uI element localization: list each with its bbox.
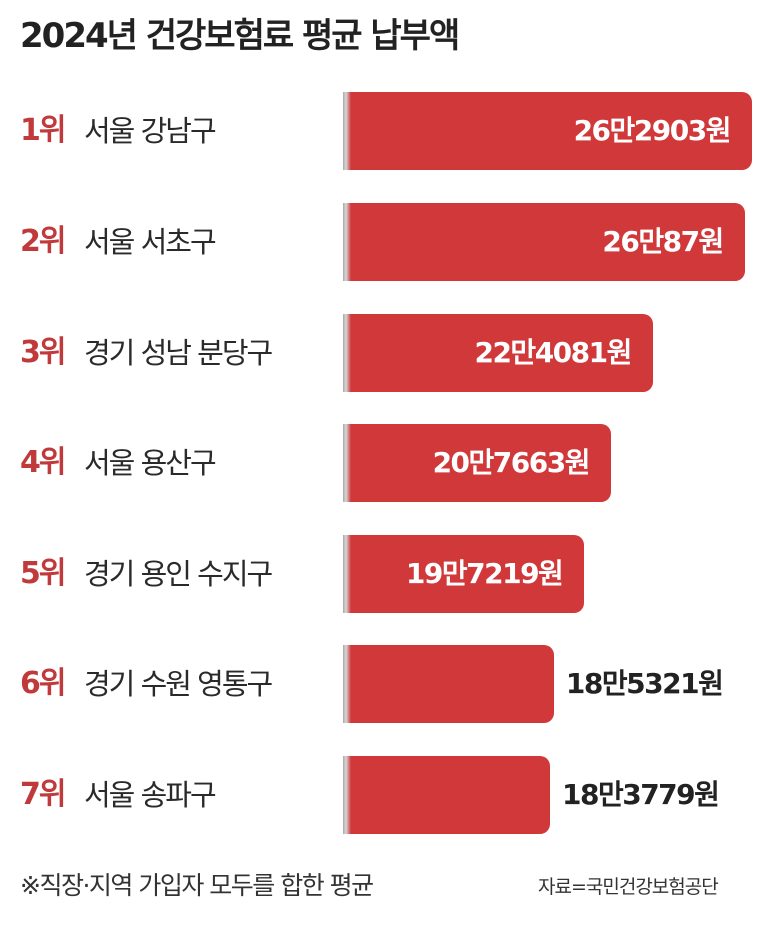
bar (343, 756, 550, 834)
rank-label: 5위 (20, 556, 67, 591)
value-label: 22만4081원 (474, 336, 632, 369)
bar-row: 4위 서울 용산구 20만7663원 (0, 424, 781, 502)
rank-label: 2위 (20, 224, 67, 259)
category-label: 서울 서초구 (84, 225, 217, 259)
chart-title: 2024년 건강보험료 평균 납부액 (20, 16, 460, 56)
bar (343, 535, 585, 613)
bar (343, 424, 611, 502)
footnote: ※직장·지역 가입자 모두를 합한 평균 (20, 871, 374, 900)
bar-row: 6위 경기 수원 영통구 18만5321원 (0, 645, 781, 723)
bar-row: 7위 서울 송파구 18만3779원 (0, 756, 781, 834)
bar-row: 5위 경기 용인 수지구 19만7219원 (0, 535, 781, 613)
category-label: 서울 강남구 (84, 114, 217, 148)
bar-row: 3위 경기 성남 분당구 22만4081원 (0, 314, 781, 392)
value-label: 26만2903원 (573, 114, 732, 147)
source-credit: 자료=국민건강보험공단 (538, 876, 719, 898)
bar (343, 314, 653, 392)
category-label: 경기 수원 영통구 (84, 667, 273, 701)
category-label: 경기 용인 수지구 (84, 557, 273, 591)
value-label: 20만7663원 (432, 446, 591, 479)
bar (343, 645, 554, 723)
rank-label: 1위 (20, 113, 67, 148)
value-label: 18만5321원 (565, 667, 724, 700)
bar-row: 1위 서울 강남구 26만2903원 (0, 92, 781, 170)
category-label: 서울 송파구 (84, 778, 217, 812)
rank-label: 4위 (20, 445, 67, 480)
rank-label: 7위 (20, 777, 67, 812)
rank-label: 3위 (20, 335, 67, 370)
value-label: 26만87원 (602, 225, 724, 258)
rank-label: 6위 (20, 666, 67, 701)
category-label: 서울 용산구 (84, 446, 217, 480)
bar (343, 203, 745, 281)
value-label: 18만3779원 (561, 778, 720, 811)
value-label: 19만7219원 (405, 557, 564, 590)
bar-row: 2위 서울 서초구 26만87원 (0, 203, 781, 281)
category-label: 경기 성남 분당구 (84, 336, 273, 370)
bar (343, 92, 752, 170)
